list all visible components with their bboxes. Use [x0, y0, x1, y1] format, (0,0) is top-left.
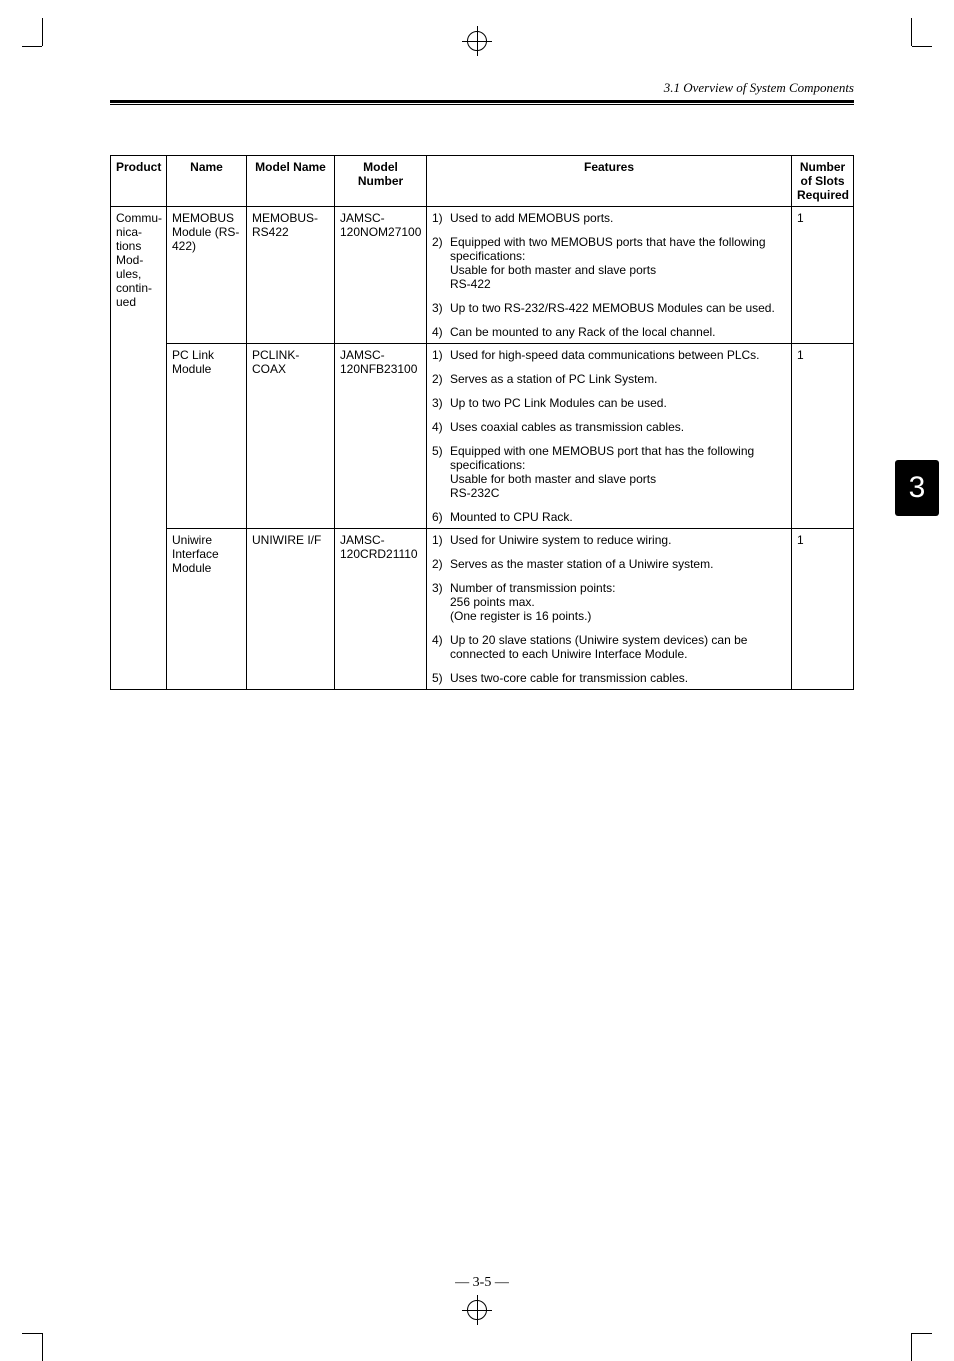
cell-name: MEMOBUS Module (RS-422) [167, 207, 247, 344]
feature-item: 2) Equipped with two MEMOBUS ports that h… [432, 235, 786, 291]
feature-text: Mounted to CPU Rack. [450, 510, 573, 524]
cell-slots: 1 [792, 207, 854, 344]
feature-number: 6) [432, 510, 443, 524]
section-header: 3.1 Overview of System Components [110, 80, 854, 100]
table-header-row: Product Name Model Name Model Number Fea… [111, 156, 854, 207]
feature-item: 3) Number of transmission points:256 poin… [432, 581, 786, 623]
feature-number: 2) [432, 235, 443, 249]
feature-text: Used to add MEMOBUS ports. [450, 211, 613, 225]
feature-text: Serves as a station of PC Link System. [450, 372, 657, 386]
feature-number: 3) [432, 581, 443, 595]
cell-name: PC Link Module [167, 344, 247, 529]
cell-features: 1) Used to add MEMOBUS ports. 2) Equipped w… [427, 207, 792, 344]
feature-item: 1) Used to add MEMOBUS ports. [432, 211, 786, 225]
col-model-number: Model Number [335, 156, 427, 207]
col-name: Name [167, 156, 247, 207]
feature-item: 3) Up to two PC Link Modules can be used. [432, 396, 786, 410]
feature-text: Number of transmission points:256 points… [450, 581, 615, 623]
feature-number: 5) [432, 444, 443, 458]
feature-number: 2) [432, 557, 443, 571]
header-rule-thick [110, 100, 854, 103]
feature-number: 4) [432, 420, 443, 434]
cell-model-number: JAMSC-120NFB23100 [335, 344, 427, 529]
feature-number: 4) [432, 633, 443, 647]
feature-item: 4) Can be mounted to any Rack of the loca… [432, 325, 786, 339]
col-features: Features [427, 156, 792, 207]
col-slots: Number of Slots Required [792, 156, 854, 207]
feature-number: 2) [432, 372, 443, 386]
feature-number: 1) [432, 348, 443, 362]
components-table: Product Name Model Name Model Number Fea… [110, 155, 854, 690]
feature-item: 2) Serves as the master station of a Uniw… [432, 557, 786, 571]
table-row: PC Link ModulePCLINK-COAXJAMSC-120NFB231… [111, 344, 854, 529]
cell-model-name: PCLINK-COAX [247, 344, 335, 529]
feature-text: Up to two PC Link Modules can be used. [450, 396, 667, 410]
col-product: Product [111, 156, 167, 207]
feature-item: 1) Used for high-speed data communication… [432, 348, 786, 362]
header-rule-thin [110, 104, 854, 105]
cell-name: Uniwire Interface Module [167, 529, 247, 690]
feature-text: Uses two-core cable for transmission cab… [450, 671, 688, 685]
feature-text: Up to two RS-232/RS-422 MEMOBUS Modules … [450, 301, 775, 315]
feature-number: 1) [432, 211, 443, 225]
table-row: Commu-nica-tions Mod-ules,contin-uedMEMO… [111, 207, 854, 344]
feature-item: 2) Serves as a station of PC Link System. [432, 372, 786, 386]
feature-text: Up to 20 slave stations (Uniwire system … [450, 633, 747, 661]
cell-slots: 1 [792, 344, 854, 529]
feature-text: Used for high-speed data communications … [450, 348, 760, 362]
feature-text: Used for Uniwire system to reduce wiring… [450, 533, 671, 547]
registration-mark-bottom [462, 1295, 492, 1325]
registration-mark-top [462, 26, 492, 56]
feature-number: 3) [432, 301, 443, 315]
feature-item: 6) Mounted to CPU Rack. [432, 510, 786, 524]
col-model-name: Model Name [247, 156, 335, 207]
feature-text: Serves as the master station of a Uniwir… [450, 557, 713, 571]
cell-slots: 1 [792, 529, 854, 690]
feature-item: 5) Equipped with one MEMOBUS port that ha… [432, 444, 786, 500]
feature-item: 5) Uses two-core cable for transmission c… [432, 671, 786, 685]
cell-features: 1) Used for Uniwire system to reduce wiri… [427, 529, 792, 690]
page-number: — 3-5 — [110, 1275, 854, 1291]
feature-text: Can be mounted to any Rack of the local … [450, 325, 716, 339]
feature-text: Equipped with one MEMOBUS port that has … [450, 444, 754, 500]
cell-model-number: JAMSC-120NOM27100 [335, 207, 427, 344]
feature-item: 1) Used for Uniwire system to reduce wiri… [432, 533, 786, 547]
table-row: Uniwire Interface ModuleUNIWIRE I/FJAMSC… [111, 529, 854, 690]
feature-item: 3) Up to two RS-232/RS-422 MEMOBUS Module… [432, 301, 786, 315]
cell-features: 1) Used for high-speed data communication… [427, 344, 792, 529]
cell-product: Commu-nica-tions Mod-ules,contin-ued [111, 207, 167, 690]
feature-number: 5) [432, 671, 443, 685]
feature-number: 3) [432, 396, 443, 410]
feature-text: Equipped with two MEMOBUS ports that hav… [450, 235, 766, 291]
cell-model-name: MEMOBUS-RS422 [247, 207, 335, 344]
cell-model-number: JAMSC-120CRD21110 [335, 529, 427, 690]
feature-number: 1) [432, 533, 443, 547]
chapter-tab: 3 [895, 460, 939, 516]
feature-item: 4) Uses coaxial cables as transmission ca… [432, 420, 786, 434]
feature-number: 4) [432, 325, 443, 339]
feature-text: Uses coaxial cables as transmission cabl… [450, 420, 684, 434]
page-content: 3.1 Overview of System Components 3 Prod… [110, 80, 854, 1231]
cell-model-name: UNIWIRE I/F [247, 529, 335, 690]
feature-item: 4) Up to 20 slave stations (Uniwire syste… [432, 633, 786, 661]
